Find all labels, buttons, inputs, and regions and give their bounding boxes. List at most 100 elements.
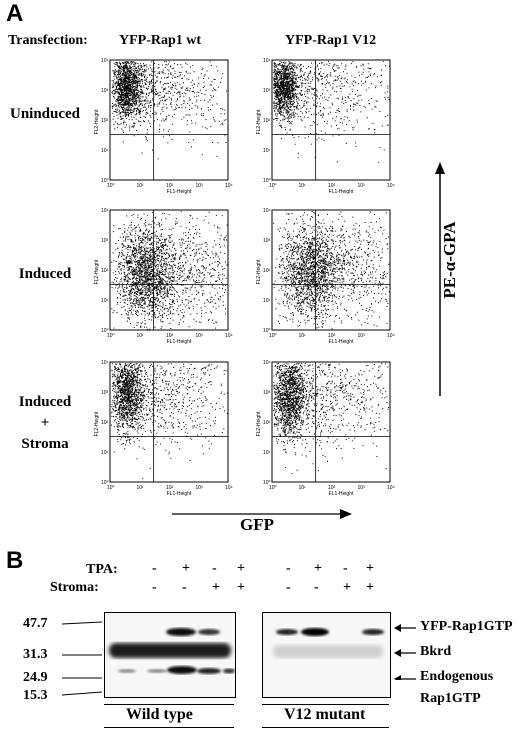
- x-tick-label: 10¹: [299, 333, 307, 339]
- y-tick-label: 10⁰: [263, 480, 271, 486]
- x-axis-label: FL1-Height: [329, 189, 354, 195]
- column-header-wt: YFP-Rap1 wt: [119, 33, 202, 48]
- plot-events: [273, 61, 390, 163]
- y-tick-label: 10⁰: [263, 328, 271, 334]
- plot-frame: [109, 209, 229, 331]
- x-tick-label: 10³: [358, 485, 366, 491]
- x-tick-label: 10³: [196, 333, 204, 339]
- tpa-sign: +: [182, 561, 190, 576]
- x-tick-label: 10³: [358, 183, 366, 189]
- x-tick-label: 10⁴: [387, 333, 395, 339]
- y-tick-label: 10¹: [263, 148, 271, 154]
- row-label-line: Induced: [18, 394, 72, 410]
- mw-marker: 47.7: [23, 616, 48, 631]
- band-arrows: [394, 624, 416, 680]
- transfection-label: Transfection:: [8, 33, 88, 48]
- y-tick-label: 10²: [263, 268, 271, 274]
- y-tick-label: 10⁰: [101, 480, 109, 486]
- row-label-line: Induced: [18, 266, 72, 282]
- plot-frame: [271, 361, 391, 483]
- x-tick-label: 10⁴: [225, 183, 233, 189]
- tpa-sign: +: [366, 561, 374, 576]
- flow-plot: 10⁰ 10⁰ 10¹ 10¹ 10² 10² 10³ 10³ 10⁴ 10⁴ FL1-Height…: [94, 58, 233, 195]
- y-tick-label: 10⁰: [263, 178, 271, 184]
- x-axis-label: FL1-Height: [167, 491, 192, 497]
- mw-marker: 31.3: [23, 647, 48, 662]
- y-tick-label: 10²: [101, 118, 109, 124]
- stroma-sign: -: [286, 580, 291, 595]
- x-tick-label: 10¹: [137, 333, 145, 339]
- stroma-sign: -: [182, 580, 187, 595]
- x-tick-label: 10⁰: [269, 485, 277, 491]
- x-tick-label: 10⁴: [225, 485, 233, 491]
- x-axis-label: FL1-Height: [329, 491, 354, 497]
- blot-wild-type-bands: [109, 628, 235, 674]
- tpa-sign: -: [152, 561, 157, 576]
- x-tick-label: 10⁴: [387, 183, 395, 189]
- blot-v12-bands: [273, 628, 384, 658]
- y-axis-label: FL2-Height: [256, 259, 262, 284]
- pe-gpa-label: PE-α-GPA: [440, 221, 459, 299]
- y-tick-label: 10³: [101, 238, 109, 244]
- y-axis-label: FL2-Height: [94, 259, 100, 284]
- row-label-line: +: [40, 415, 50, 431]
- mw-marker-ticks: [62, 621, 103, 696]
- band-label-bkrd: Bkrd: [420, 644, 452, 659]
- tpa-sign: +: [237, 561, 245, 576]
- x-tick-label: 10¹: [137, 183, 145, 189]
- row-label-line: Uninduced: [9, 106, 81, 122]
- tpa-sign: +: [314, 561, 322, 576]
- tpa-sign: -: [343, 561, 348, 576]
- flow-plot: 10⁰ 10⁰ 10¹ 10¹ 10² 10² 10³ 10³ 10⁴ 10⁴ FL1-Height…: [94, 208, 233, 345]
- caption-rule: [262, 704, 389, 705]
- x-tick-label: 10³: [196, 485, 204, 491]
- y-tick-label: 10⁰: [101, 178, 109, 184]
- y-tick-label: 10²: [101, 268, 109, 274]
- y-tick-label: 10²: [263, 420, 271, 426]
- y-tick-label: 10³: [263, 88, 271, 94]
- y-tick-label: 10³: [263, 390, 271, 396]
- plot-events: [111, 211, 228, 330]
- x-tick-label: 10¹: [299, 485, 307, 491]
- y-tick-label: 10⁴: [101, 58, 109, 64]
- y-tick-label: 10³: [263, 238, 271, 244]
- caption-rule: [104, 727, 234, 728]
- y-axis-label: FL2-Height: [94, 109, 100, 134]
- blot-v12-mutant: [262, 612, 391, 698]
- panel-b-letter: B: [6, 547, 24, 574]
- stroma-sign: -: [314, 580, 319, 595]
- blot-wild-type: [104, 612, 236, 698]
- band-label-yfp-rap1gtp: YFP-Rap1GTP: [420, 619, 513, 634]
- x-tick-label: 10⁴: [225, 333, 233, 339]
- x-tick-label: 10²: [166, 183, 174, 189]
- x-axis-label: FL1-Height: [167, 339, 192, 345]
- stroma-label: Stroma:: [50, 580, 99, 595]
- x-tick-label: 10⁴: [387, 485, 395, 491]
- row-label-uninduced: Uninduced: [0, 106, 90, 123]
- band-label-endogenous: Endogenous: [420, 669, 494, 684]
- plot-frame: [271, 59, 391, 181]
- y-tick-label: 10⁴: [263, 58, 271, 64]
- row-label-induced-stroma: Induced + Stroma: [0, 392, 90, 455]
- plot-events: [273, 363, 390, 474]
- y-tick-label: 10⁴: [263, 360, 271, 366]
- y-tick-label: 10²: [263, 118, 271, 124]
- x-tick-label: 10²: [328, 183, 336, 189]
- y-tick-label: 10¹: [263, 450, 271, 456]
- x-tick-label: 10²: [328, 333, 336, 339]
- x-axis-label: FL1-Height: [329, 339, 354, 345]
- x-axis-label: FL1-Height: [167, 189, 192, 195]
- flow-plot: 10⁰ 10⁰ 10¹ 10¹ 10² 10² 10³ 10³ 10⁴ 10⁴ FL1-Height…: [256, 360, 395, 497]
- caption-rule: [104, 704, 234, 705]
- y-tick-label: 10¹: [101, 298, 109, 304]
- column-header-v12: YFP-Rap1 V12: [285, 33, 377, 48]
- tpa-label: TPA:: [86, 562, 118, 577]
- x-tick-label: 10³: [358, 333, 366, 339]
- gfp-arrow: [172, 509, 352, 519]
- y-tick-label: 10²: [101, 420, 109, 426]
- blot-caption-v12-mutant: V12 mutant: [284, 706, 366, 723]
